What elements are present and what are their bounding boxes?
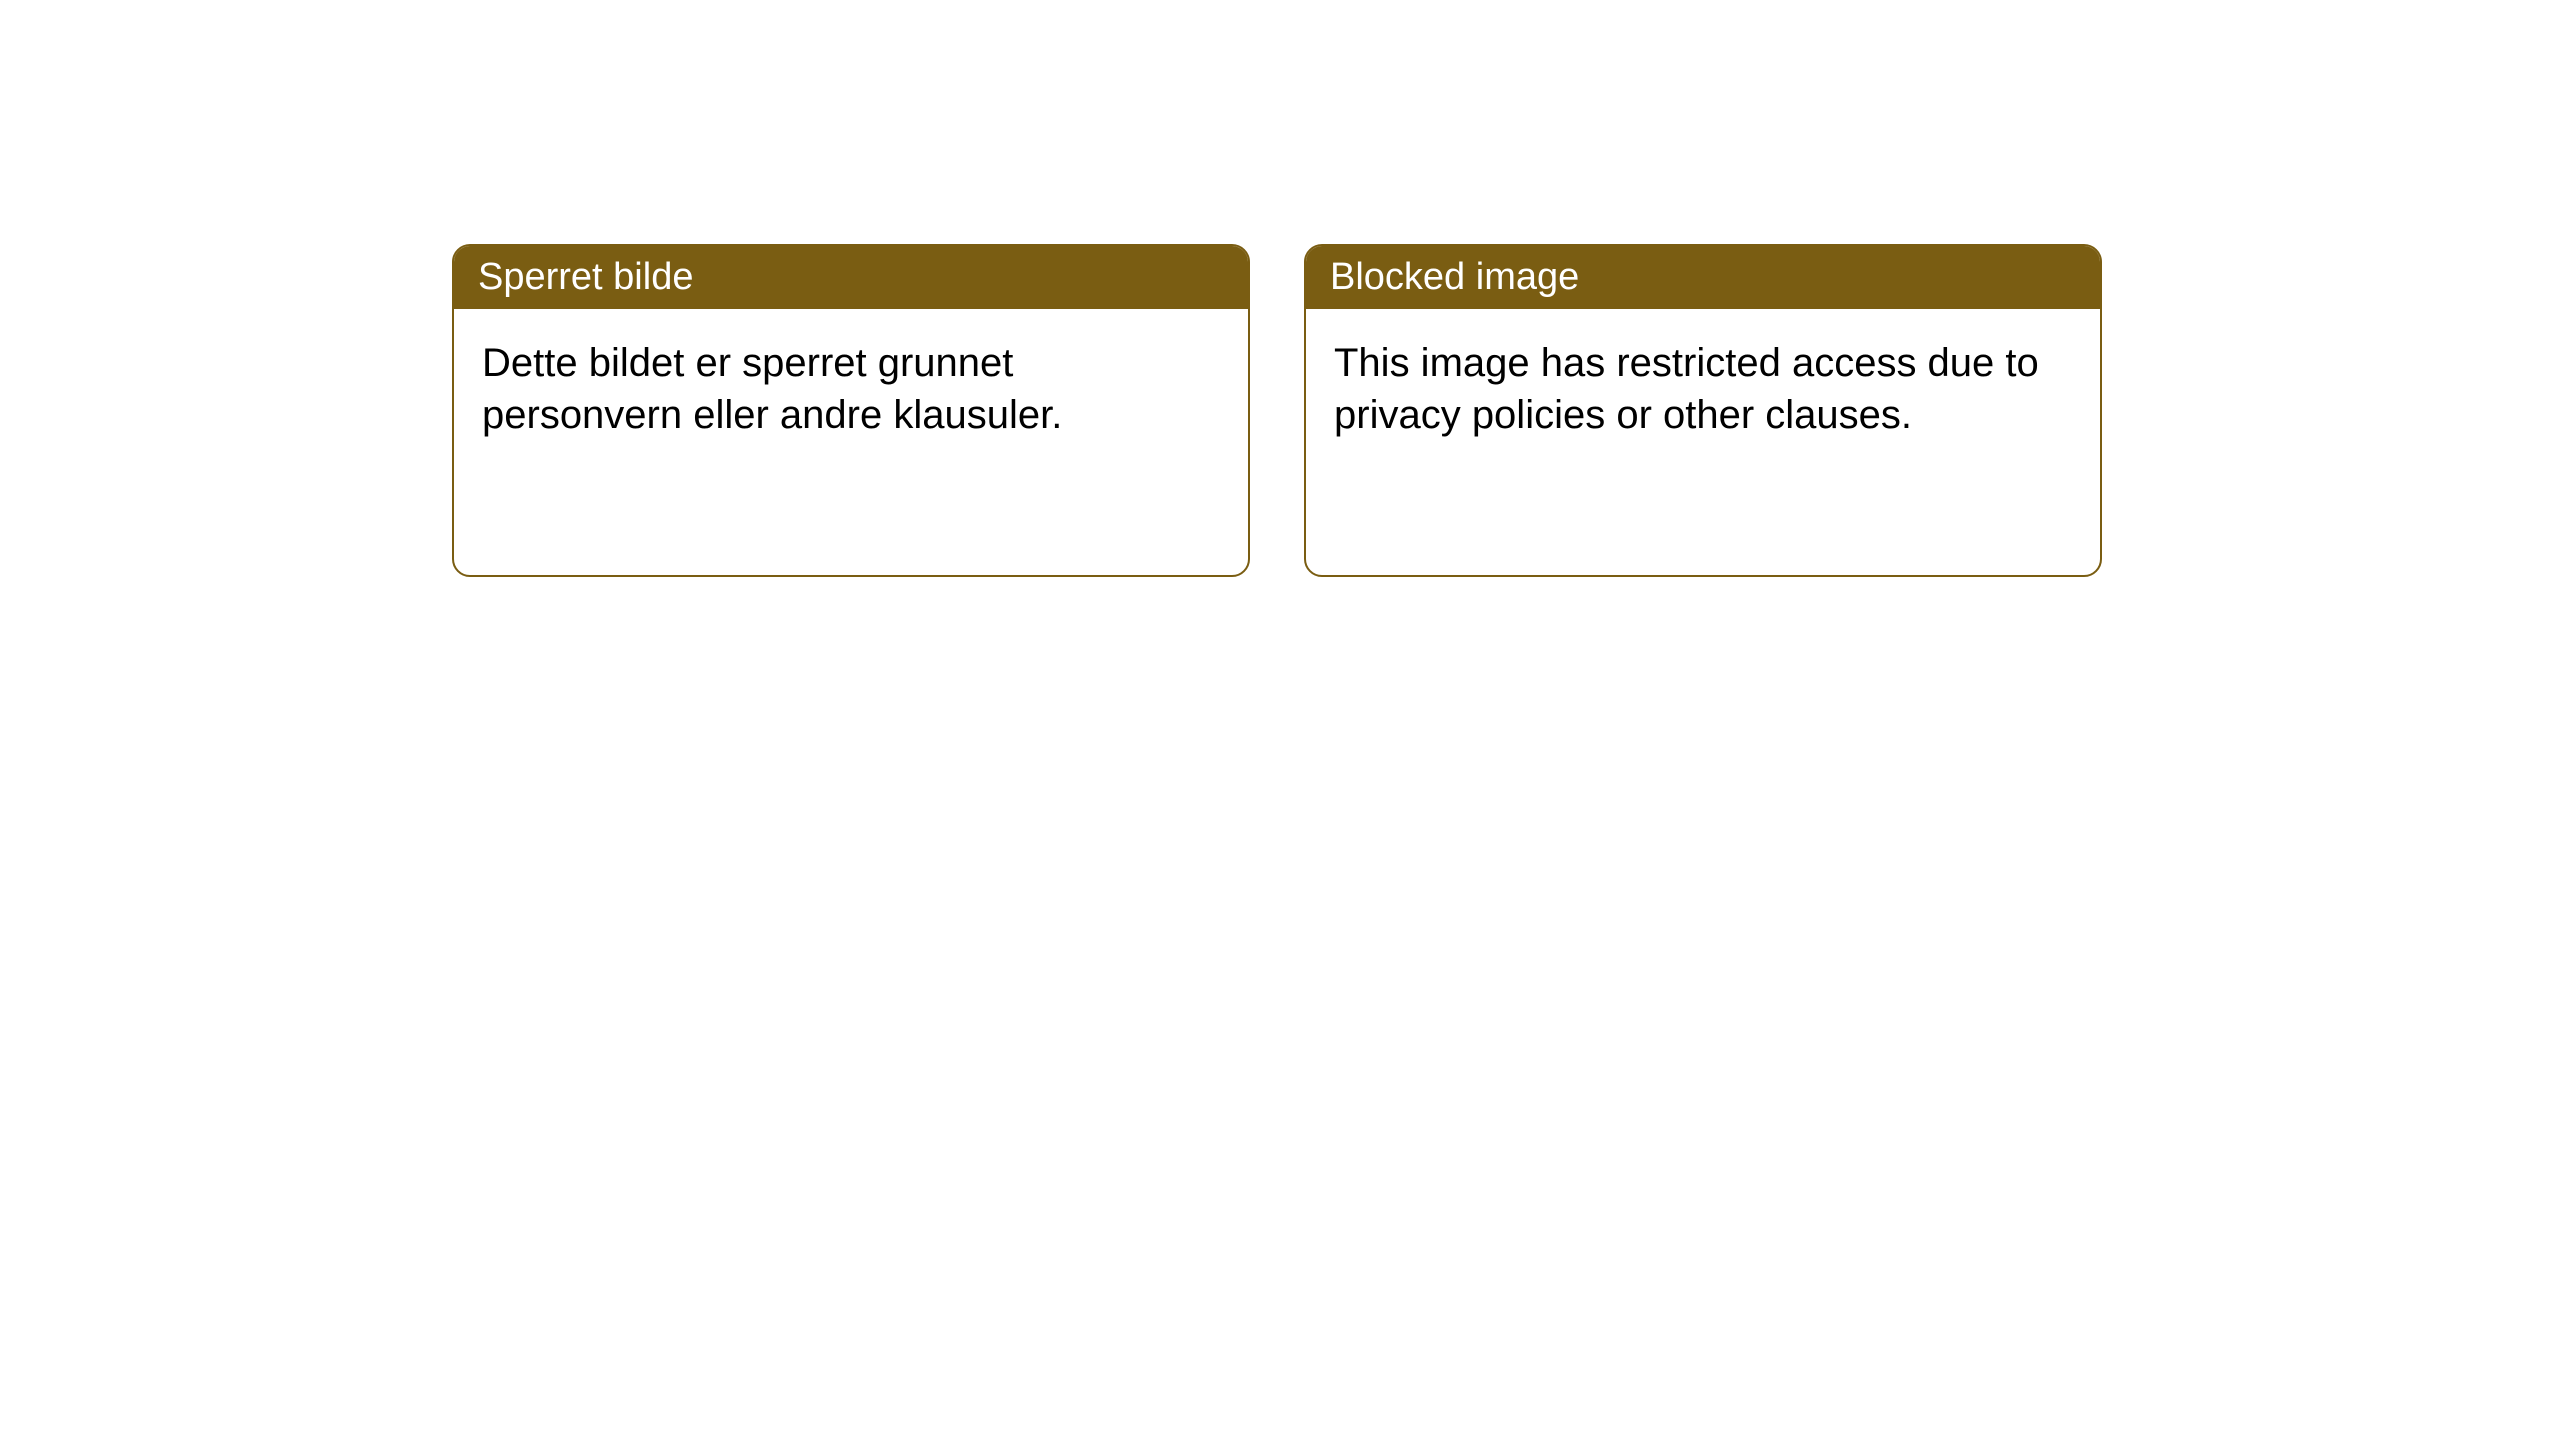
notice-body-norwegian: Dette bildet er sperret grunnet personve… [454, 309, 1248, 469]
notice-card-english: Blocked image This image has restricted … [1304, 244, 2102, 577]
notice-title-english: Blocked image [1330, 256, 1579, 298]
notice-text-english: This image has restricted access due to … [1334, 341, 2039, 437]
notice-container: Sperret bilde Dette bildet er sperret gr… [452, 244, 2102, 577]
notice-text-norwegian: Dette bildet er sperret grunnet personve… [482, 341, 1062, 437]
notice-header-english: Blocked image [1306, 246, 2100, 309]
notice-title-norwegian: Sperret bilde [478, 256, 693, 298]
notice-header-norwegian: Sperret bilde [454, 246, 1248, 309]
notice-body-english: This image has restricted access due to … [1306, 309, 2100, 469]
notice-card-norwegian: Sperret bilde Dette bildet er sperret gr… [452, 244, 1250, 577]
